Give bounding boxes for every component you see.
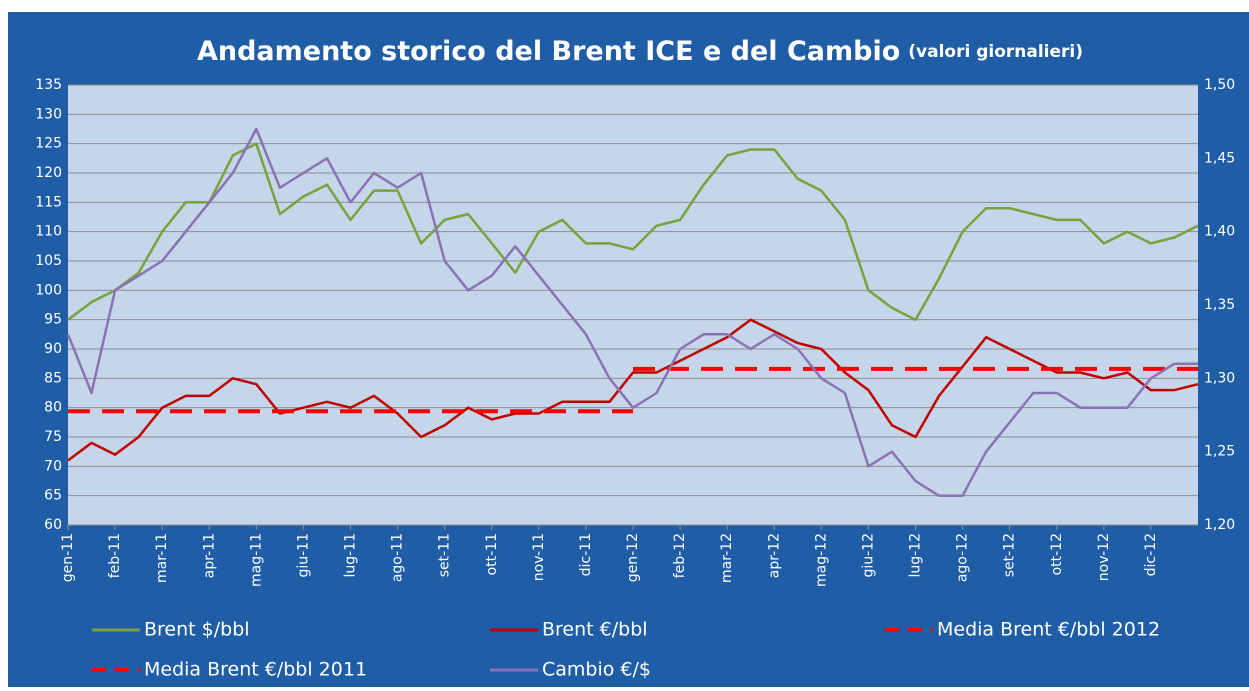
x-tick-label: dic-12 — [1143, 533, 1159, 576]
series-line — [67, 318, 1199, 462]
y-tick-label: 70 — [44, 458, 62, 474]
y-tick-label: 115 — [35, 194, 62, 210]
plot-area — [68, 85, 1198, 525]
y2-tick-label: 1,35 — [1204, 297, 1235, 313]
x-tick-label: dic-11 — [578, 533, 594, 576]
x-tick-label: apr-12 — [766, 533, 782, 578]
y2-tick-label: 1,40 — [1204, 224, 1235, 240]
legend-label: Media Brent €/bbl 2012 — [937, 619, 1160, 641]
y-tick-label: 60 — [44, 517, 62, 533]
x-tick-label: giu-12 — [860, 533, 876, 578]
x-tick-label: ago-12 — [955, 533, 971, 582]
x-tick-label: feb-12 — [672, 533, 688, 578]
x-tick-label: mag-12 — [813, 533, 829, 587]
legend-label: Brent €/bbl — [542, 619, 648, 641]
y2-tick-label: 1,50 — [1204, 77, 1235, 93]
y2-tick-label: 1,30 — [1204, 370, 1235, 386]
x-tick-label: feb-11 — [107, 533, 123, 578]
x-tick-label: ott-11 — [484, 533, 500, 575]
y2-tick-label: 1,25 — [1204, 444, 1235, 460]
legend-label: Cambio €/$ — [542, 659, 651, 681]
y-tick-label: 85 — [44, 370, 62, 386]
y-tick-label: 80 — [44, 400, 62, 416]
y-tick-label: 130 — [35, 106, 62, 122]
x-tick-label: mar-11 — [154, 533, 170, 583]
y-tick-label: 65 — [44, 488, 62, 504]
legend-label: Media Brent €/bbl 2011 — [144, 659, 367, 681]
x-tick-label: mar-12 — [719, 533, 735, 583]
x-tick-label: lug-11 — [343, 533, 359, 578]
x-tick-label: ago-11 — [390, 533, 406, 582]
chart-title: Andamento storico del Brent ICE e del Ca… — [197, 36, 1083, 67]
y-tick-label: 135 — [35, 77, 62, 93]
y-tick-label: 120 — [35, 165, 62, 181]
y2-tick-label: 1,20 — [1204, 517, 1235, 533]
x-tick-label: set-11 — [437, 533, 453, 577]
y-tick-label: 125 — [35, 136, 62, 152]
series-line — [66, 127, 1198, 497]
x-tick-label: apr-11 — [201, 533, 217, 578]
y-tick-label: 95 — [44, 312, 62, 328]
x-tick-label: lug-12 — [908, 533, 924, 578]
x-tick-label: giu-11 — [295, 533, 311, 578]
y-tick-label: 105 — [35, 253, 62, 269]
x-tick-label: mag-11 — [248, 533, 264, 587]
x-tick-label: nov-12 — [1096, 533, 1112, 581]
legend-label: Brent $/bbl — [144, 619, 250, 641]
y-tick-label: 100 — [35, 282, 62, 298]
x-tick-label: gen-12 — [625, 533, 641, 582]
y2-tick-label: 1,45 — [1204, 150, 1235, 166]
y-tick-label: 90 — [44, 341, 62, 357]
x-tick-label: nov-11 — [531, 533, 547, 581]
y-tick-label: 110 — [35, 224, 62, 240]
x-tick-label: gen-11 — [60, 533, 76, 582]
series-line — [67, 142, 1199, 321]
x-tick-label: set-12 — [1002, 533, 1018, 577]
y-tick-label: 75 — [44, 429, 62, 445]
x-tick-label: ott-12 — [1049, 533, 1065, 575]
